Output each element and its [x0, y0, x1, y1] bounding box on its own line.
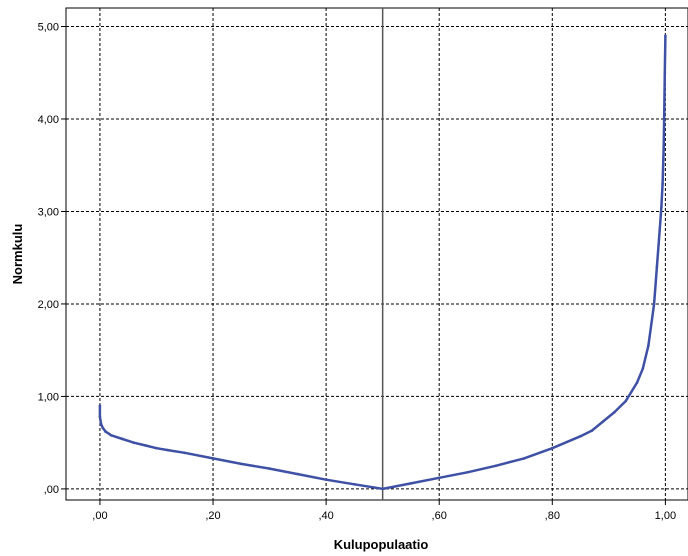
data-series [98, 34, 667, 491]
data-point [660, 205, 663, 209]
data-point [579, 434, 582, 438]
data-point [647, 344, 650, 347]
x-tick-label: 1,00 [655, 510, 676, 522]
data-point [494, 464, 498, 468]
y-tick-label: 5,00 [38, 21, 59, 33]
data-point [663, 71, 667, 75]
y-tick-label: 4,00 [38, 114, 59, 126]
data-point [664, 34, 667, 38]
data-point [662, 108, 666, 112]
data-point [613, 410, 616, 414]
data-point [590, 429, 594, 432]
data-point [211, 457, 215, 460]
x-axis-label: Kulupopulaatio [334, 537, 429, 552]
data-point [624, 399, 628, 403]
data-point [522, 457, 526, 460]
data-point [143, 444, 147, 447]
data-point [635, 381, 639, 384]
x-tick-label: ,60 [432, 510, 447, 522]
data-point [98, 415, 102, 419]
data-point [99, 422, 103, 426]
y-tick-label: 2,00 [38, 299, 59, 311]
plot-area [65, 7, 688, 501]
data-point [353, 482, 356, 486]
data-point [166, 448, 170, 452]
data-point [601, 420, 605, 423]
data-point [155, 446, 158, 450]
x-tick-label: ,40 [318, 510, 333, 522]
data-point [652, 302, 656, 306]
y-axis-ticks: ,00 1,00 2,00 3,00 4,00 5,00 [38, 21, 66, 496]
data-point [109, 433, 113, 437]
x-tick-label: ,80 [545, 510, 560, 522]
data-point [550, 446, 554, 450]
data-point [658, 228, 662, 232]
data-point [655, 265, 659, 269]
data-point [104, 430, 107, 433]
y-tick-label: ,00 [44, 484, 59, 496]
x-axis-ticks: ,00 ,20 ,40 ,60 ,80 1,00 [92, 500, 676, 522]
data-point [437, 476, 441, 480]
data-point [121, 437, 124, 441]
y-axis-label: Normkulu [10, 224, 25, 285]
x-tick-label: ,00 [92, 510, 107, 522]
y-tick-label: 3,00 [38, 206, 59, 218]
data-point [662, 145, 665, 149]
data-point [101, 426, 105, 430]
data-point [381, 487, 384, 491]
data-point [324, 478, 328, 481]
x-tick-label: ,20 [205, 510, 220, 522]
data-point [661, 182, 664, 186]
data-point [183, 451, 187, 455]
data-point [239, 462, 243, 466]
data-point [409, 482, 413, 485]
y-tick-label: 1,00 [38, 391, 59, 403]
data-point [641, 367, 645, 370]
data-point [296, 472, 300, 476]
data-point [98, 404, 102, 407]
data-point [268, 467, 271, 470]
data-point [132, 441, 136, 444]
series-line [98, 34, 667, 491]
data-point [466, 470, 469, 474]
